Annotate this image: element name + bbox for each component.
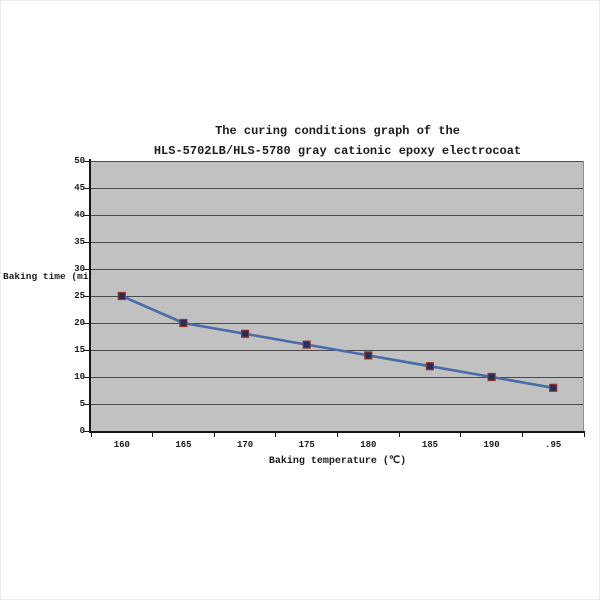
gridline <box>91 187 583 189</box>
x-tick-label: 160 <box>113 440 130 450</box>
x-tick-label: 165 <box>175 440 192 450</box>
data-point-marker <box>241 329 250 338</box>
y-axis-title: Baking time (min) <box>3 271 100 282</box>
gridline <box>91 295 583 297</box>
chart-title-line2: HLS-5702LB/HLS-5780 gray cationic epoxy … <box>153 144 522 158</box>
y-tick-label: 40 <box>74 210 85 220</box>
y-tick-label: 20 <box>74 318 85 328</box>
x-tick-label: 190 <box>483 440 500 450</box>
plot-area <box>91 161 584 431</box>
trend-line <box>120 294 555 390</box>
x-tick-mark <box>583 433 585 437</box>
y-tick-mark <box>84 160 89 162</box>
y-tick-mark <box>84 376 89 378</box>
y-tick-label: 5 <box>79 399 85 409</box>
x-axis-title: Baking temperature (℃) <box>268 456 407 467</box>
y-tick-mark <box>84 268 89 270</box>
gridline <box>91 268 583 270</box>
data-point-marker <box>425 362 434 371</box>
x-tick-label: 175 <box>298 440 315 450</box>
x-tick-mark <box>275 433 277 437</box>
gridline <box>91 214 583 216</box>
y-tick-label: 25 <box>74 291 85 301</box>
x-tick-mark <box>90 433 92 437</box>
y-tick-mark <box>84 349 89 351</box>
gridline <box>91 161 583 162</box>
x-tick-mark <box>521 433 523 437</box>
y-tick-mark <box>84 430 89 432</box>
gridline <box>91 376 583 378</box>
y-tick-mark <box>84 214 89 216</box>
x-tick-mark <box>337 433 338 437</box>
x-tick-mark <box>152 433 154 437</box>
gridline <box>91 241 583 243</box>
gridline <box>91 322 583 324</box>
data-point-marker <box>302 340 311 349</box>
x-tick-label: 180 <box>360 440 377 450</box>
y-tick-label: 15 <box>74 345 85 355</box>
x-tick-mark <box>213 433 215 437</box>
data-point-marker <box>117 291 126 301</box>
gridline <box>91 403 583 405</box>
x-axis-line <box>89 431 585 433</box>
y-tick-label: 45 <box>74 183 85 193</box>
y-tick-mark <box>84 241 89 243</box>
x-tick-label: 185 <box>421 440 439 450</box>
x-tick-label: 170 <box>236 440 254 450</box>
x-tick-mark <box>460 433 462 437</box>
y-tick-label: 35 <box>74 237 85 247</box>
y-tick-label: 50 <box>74 156 85 166</box>
data-point-marker <box>549 383 558 392</box>
y-axis-line <box>89 159 91 433</box>
y-tick-label: 0 <box>79 426 85 436</box>
data-point-marker <box>364 351 373 360</box>
y-tick-label: 10 <box>74 372 85 382</box>
y-tick-mark <box>84 295 89 297</box>
x-tick-label: .95 <box>545 440 562 450</box>
data-point-marker <box>179 318 188 328</box>
line-series-layer <box>117 291 558 392</box>
data-point-marker <box>487 372 496 382</box>
x-tick-mark <box>398 433 400 437</box>
y-tick-mark <box>84 187 89 189</box>
y-tick-mark <box>84 322 89 324</box>
chart-title-line1: The curing conditions graph of the <box>215 124 460 138</box>
y-tick-label: 30 <box>74 264 85 274</box>
y-tick-mark <box>84 403 89 405</box>
